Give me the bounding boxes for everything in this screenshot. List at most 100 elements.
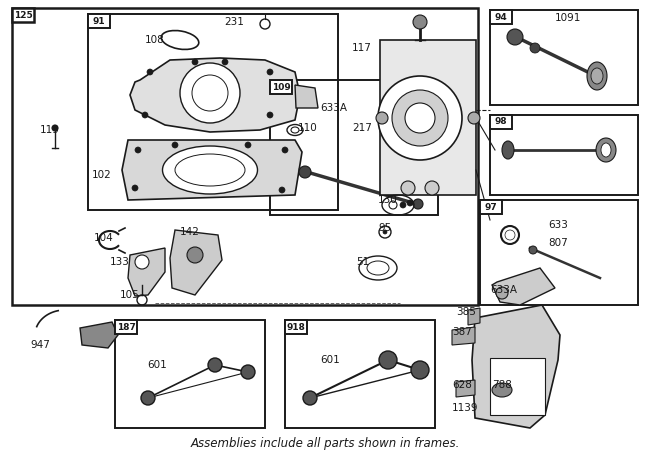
Polygon shape [130,58,300,132]
Bar [115,320,265,428]
Text: 601: 601 [320,355,340,365]
Text: 187: 187 [116,323,135,332]
Ellipse shape [492,383,512,397]
Circle shape [192,59,198,65]
Text: 110: 110 [298,123,318,133]
Text: 97: 97 [485,202,497,212]
Circle shape [142,112,148,118]
Circle shape [267,112,273,118]
Text: Assemblies include all parts shown in frames.: Assemblies include all parts shown in fr… [190,437,460,449]
Ellipse shape [162,146,257,194]
Ellipse shape [587,62,607,90]
Circle shape [245,142,251,148]
Circle shape [52,125,58,131]
Bar [480,200,502,214]
Bar [490,115,512,129]
Circle shape [401,181,415,195]
Circle shape [529,246,537,254]
Circle shape [468,112,480,124]
Circle shape [135,147,141,153]
Bar [480,200,638,305]
Text: 1139: 1139 [452,403,478,413]
Bar [12,8,34,22]
Circle shape [282,147,288,153]
Text: 109: 109 [272,82,291,92]
Text: 918: 918 [287,323,305,332]
Text: 117: 117 [352,43,372,53]
Bar [490,10,512,24]
Circle shape [413,199,423,209]
Circle shape [507,29,523,45]
Text: 98: 98 [495,117,507,126]
Ellipse shape [389,87,407,97]
Text: 142: 142 [180,227,200,237]
Circle shape [378,76,462,160]
Polygon shape [452,327,475,345]
Polygon shape [128,248,165,296]
Text: 133: 133 [110,257,130,267]
Polygon shape [492,268,555,305]
Circle shape [222,59,228,65]
Circle shape [400,202,406,208]
Circle shape [241,365,255,379]
Circle shape [147,69,153,75]
Circle shape [505,230,515,240]
Polygon shape [170,230,222,295]
Bar [12,8,478,305]
Polygon shape [295,85,318,108]
Ellipse shape [591,68,603,84]
Polygon shape [472,305,560,428]
Circle shape [425,181,439,195]
Circle shape [172,142,178,148]
Ellipse shape [389,88,407,112]
Text: 633A: 633A [490,285,517,295]
Text: 119: 119 [40,125,60,135]
Text: 130: 130 [378,195,398,205]
Polygon shape [456,380,475,397]
Bar [270,80,292,94]
Circle shape [180,63,240,123]
Text: 91: 91 [93,16,105,25]
Text: 105: 105 [120,290,140,300]
Text: 51: 51 [356,257,369,267]
Circle shape [383,230,387,234]
Circle shape [132,185,138,191]
Circle shape [376,112,388,124]
Bar [380,40,476,195]
Text: 125: 125 [14,10,32,19]
Bar [285,320,435,428]
Text: 633: 633 [548,220,568,230]
Bar [270,80,438,215]
Bar [490,115,638,195]
Circle shape [299,166,311,178]
Circle shape [379,351,397,369]
Circle shape [405,103,435,133]
Circle shape [392,90,448,146]
Text: 108: 108 [145,35,164,45]
Circle shape [407,200,413,206]
Text: 1091: 1091 [555,13,581,23]
Text: 385: 385 [456,307,476,317]
Bar [490,358,545,415]
Bar [88,14,338,210]
Ellipse shape [596,138,616,162]
Circle shape [303,391,317,405]
Circle shape [530,43,540,53]
Circle shape [411,361,429,379]
Bar [285,320,307,334]
Circle shape [267,69,273,75]
Circle shape [141,391,155,405]
Circle shape [135,255,149,269]
Text: 601: 601 [147,360,167,370]
Polygon shape [122,140,302,200]
Text: 94: 94 [495,13,508,21]
Text: 788: 788 [492,380,512,390]
Text: 807: 807 [548,238,567,248]
Text: 633A: 633A [320,103,347,113]
Polygon shape [80,322,118,348]
Polygon shape [468,308,480,325]
Bar [115,320,137,334]
Text: 104: 104 [94,233,114,243]
Text: 231: 231 [224,17,244,27]
Ellipse shape [502,141,514,159]
